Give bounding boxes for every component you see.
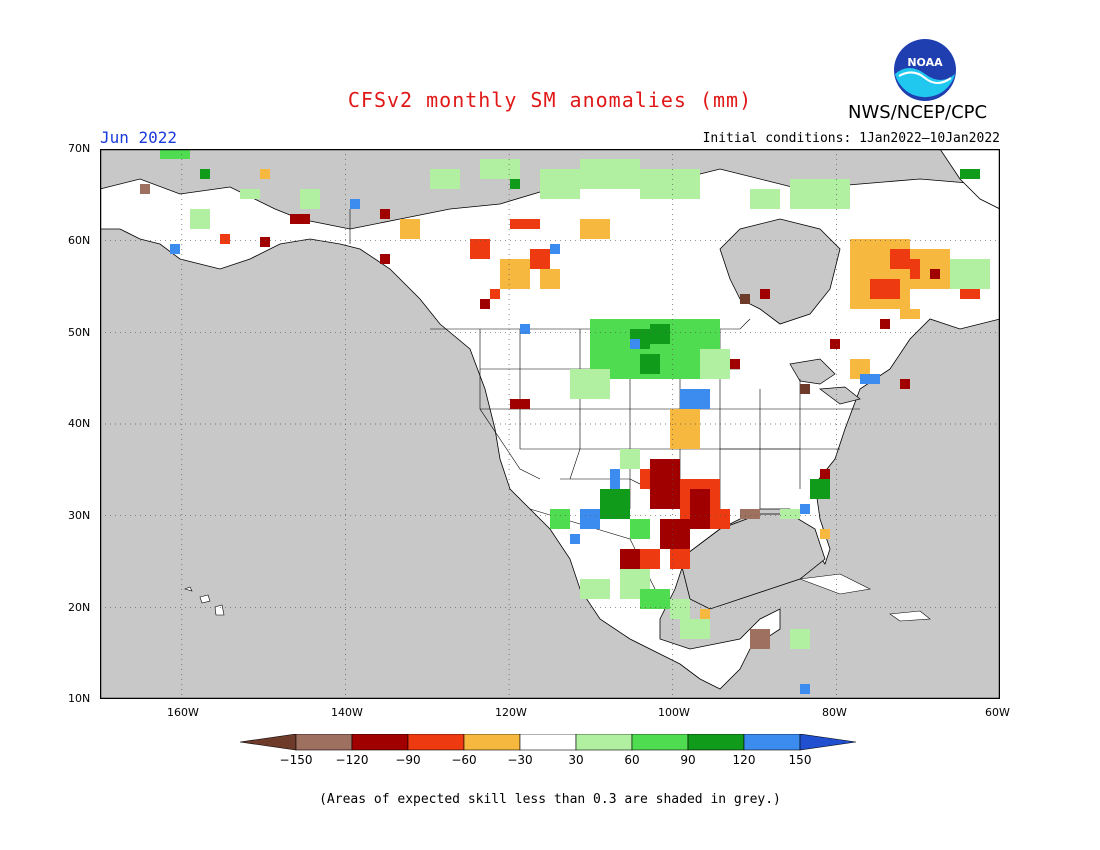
legend-tick-label: −150 (280, 753, 313, 767)
legend-tick-label: −60 (451, 753, 476, 767)
skill-note: (Areas of expected skill less than 0.3 a… (319, 792, 781, 807)
legend-swatch (407, 734, 465, 751)
anomaly-map (100, 149, 1000, 699)
legend-swatch (351, 734, 409, 751)
legend-color-bar (240, 734, 857, 751)
legend-tick-label: 150 (789, 753, 812, 767)
noaa-logo: NOAA (894, 39, 956, 101)
great-lakes (789, 358, 861, 405)
hawaii (184, 586, 225, 616)
lat-label: 30N (68, 509, 91, 522)
forecast-month: Jun 2022 (100, 128, 178, 147)
lon-label: 60W (985, 706, 1010, 719)
legend-tick-label: 90 (680, 753, 695, 767)
legend-swatch (743, 734, 801, 751)
legend-swatch (463, 734, 521, 751)
organization-label: NWS/NCEP/CPC (848, 102, 988, 123)
lat-label: 20N (68, 601, 91, 614)
legend-tick-label: −90 (395, 753, 420, 767)
lat-label: 10N (68, 692, 91, 705)
legend-labels: −150 −120 −90 −60 −30 30 60 90 120 150 (280, 753, 812, 767)
lat-label: 40N (68, 417, 91, 430)
caribbean-islands (799, 573, 931, 622)
legend-tick-label: −120 (336, 753, 369, 767)
legend-tick-label: 120 (733, 753, 756, 767)
legend-tick-label: 60 (624, 753, 639, 767)
map-title: CFSv2 monthly SM anomalies (mm) (347, 88, 753, 112)
legend-tick-label: −30 (507, 753, 532, 767)
lon-label: 140W (331, 706, 363, 719)
lon-label: 100W (658, 706, 690, 719)
lat-lon-grid (100, 149, 1000, 699)
color-legend: −150 −120 −90 −60 −30 30 60 90 120 150 (240, 734, 857, 767)
svg-text:NOAA: NOAA (907, 56, 943, 69)
legend-arrow-high (799, 734, 857, 751)
legend-arrow-low (240, 734, 297, 751)
lon-label: 80W (822, 706, 847, 719)
lat-label: 60N (68, 234, 91, 247)
legend-swatch (631, 734, 689, 751)
legend-swatch (519, 734, 577, 751)
legend-tick-label: 30 (568, 753, 583, 767)
legend-swatch (295, 734, 353, 751)
lat-label: 50N (68, 326, 91, 339)
map-frame (100, 149, 1000, 699)
anomaly-cells (140, 149, 990, 694)
initial-conditions: Initial conditions: 1Jan2022–10Jan2022 (702, 131, 1000, 146)
legend-swatch (575, 734, 633, 751)
legend-swatch (687, 734, 745, 751)
lat-label: 70N (68, 142, 91, 155)
lon-label: 160W (167, 706, 199, 719)
lon-label: 120W (495, 706, 527, 719)
